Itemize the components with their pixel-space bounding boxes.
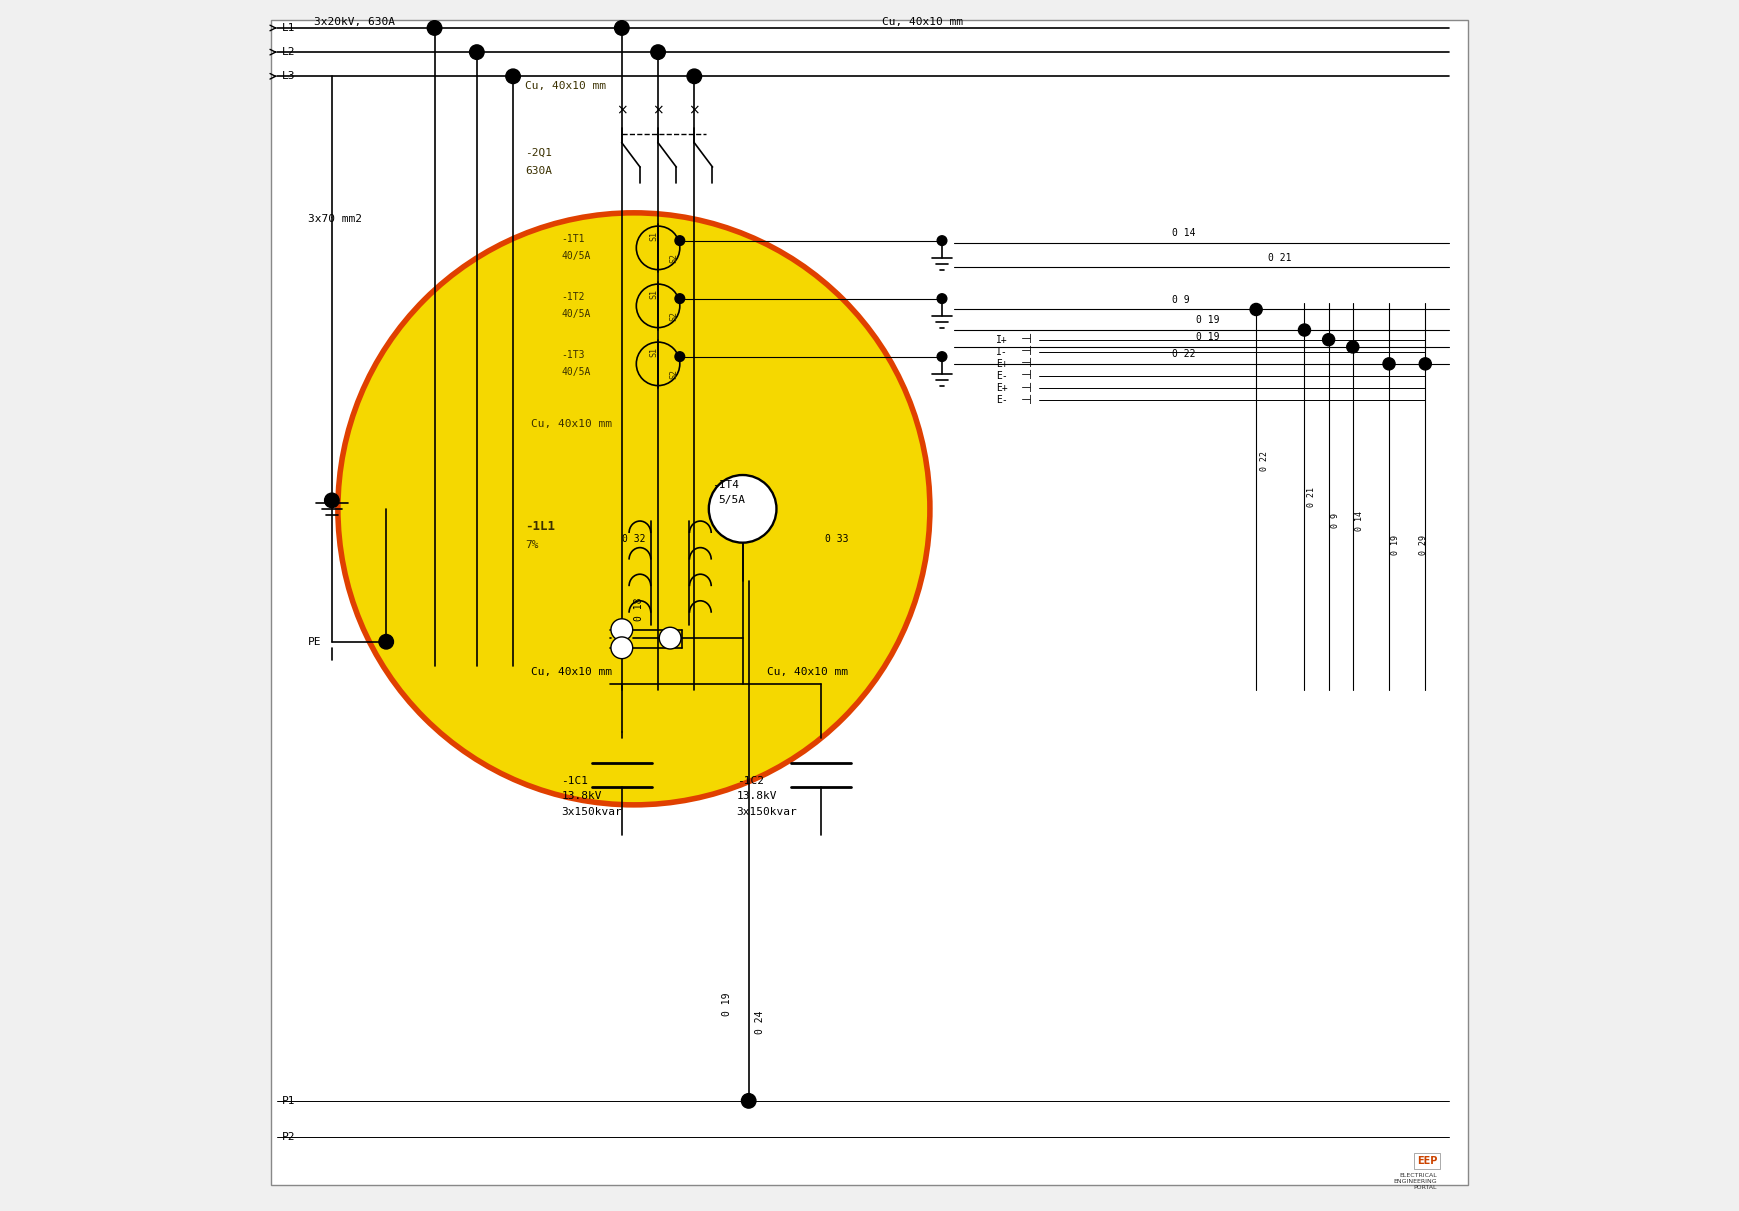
Text: L3: L3 (282, 71, 296, 81)
Text: 13.8kV: 13.8kV (737, 792, 777, 802)
Circle shape (1419, 357, 1431, 369)
Text: 0 9: 0 9 (1172, 294, 1189, 305)
Text: 40/5A: 40/5A (562, 309, 591, 320)
Circle shape (675, 236, 685, 246)
Text: 630A: 630A (525, 166, 553, 176)
Circle shape (610, 619, 633, 641)
Text: Cu, 40x10 mm: Cu, 40x10 mm (530, 419, 612, 429)
FancyBboxPatch shape (271, 19, 1468, 1186)
Circle shape (610, 637, 633, 659)
Text: 0 24: 0 24 (755, 1011, 765, 1034)
Text: L2: L2 (282, 47, 296, 57)
Text: EEP: EEP (1417, 1157, 1438, 1166)
Text: 0 22: 0 22 (1259, 450, 1269, 471)
Text: 0 18: 0 18 (635, 597, 643, 621)
Text: S2: S2 (670, 368, 678, 379)
Text: ELECTRICAL
ENGINEERING
PORTAL: ELECTRICAL ENGINEERING PORTAL (1393, 1173, 1438, 1190)
Circle shape (1299, 325, 1311, 337)
Text: Cu, 40x10 mm: Cu, 40x10 mm (882, 17, 963, 27)
Text: 0 14: 0 14 (1172, 229, 1195, 239)
Circle shape (937, 294, 946, 304)
Text: 0 32: 0 32 (623, 534, 645, 544)
Text: 0 9: 0 9 (1330, 513, 1341, 528)
Text: 13.8kV: 13.8kV (562, 792, 602, 802)
Text: 3x20kV, 630A: 3x20kV, 630A (313, 17, 395, 27)
Text: -2Q1: -2Q1 (525, 148, 553, 157)
Text: -1C1: -1C1 (562, 776, 588, 786)
Circle shape (1323, 334, 1334, 345)
Text: 0 19: 0 19 (1196, 315, 1219, 326)
Circle shape (937, 351, 946, 361)
Text: -1T3: -1T3 (562, 350, 584, 361)
Text: ×: × (689, 103, 701, 117)
Text: E+: E+ (996, 358, 1009, 369)
Text: 0 19: 0 19 (1196, 332, 1219, 343)
Circle shape (325, 493, 339, 507)
Text: 40/5A: 40/5A (562, 252, 591, 262)
Circle shape (506, 69, 520, 84)
Circle shape (337, 213, 930, 805)
Circle shape (687, 69, 701, 84)
Text: L1: L1 (282, 23, 296, 33)
Text: 5/5A: 5/5A (718, 495, 746, 505)
Text: ⊣: ⊣ (1021, 333, 1031, 346)
Text: 7%: 7% (525, 540, 539, 550)
Text: 0 21: 0 21 (1268, 253, 1292, 263)
Text: P1: P1 (282, 1096, 296, 1106)
Text: E-: E- (996, 395, 1009, 406)
Text: 3x150kvar: 3x150kvar (562, 807, 623, 817)
Text: P2: P2 (282, 1132, 296, 1142)
Text: S1: S1 (650, 346, 659, 357)
Text: 0 14: 0 14 (1355, 511, 1363, 530)
Text: ×: × (652, 103, 664, 117)
Circle shape (428, 21, 442, 35)
Text: I-: I- (996, 346, 1009, 357)
Text: -1T2: -1T2 (562, 292, 584, 303)
Text: -1C2: -1C2 (737, 776, 763, 786)
Circle shape (379, 635, 393, 649)
Circle shape (741, 1094, 756, 1108)
Text: S2: S2 (670, 310, 678, 321)
Text: ⊣: ⊣ (1021, 357, 1031, 371)
Text: 3x150kvar: 3x150kvar (737, 807, 798, 817)
Text: 3x70 mm2: 3x70 mm2 (308, 214, 362, 224)
Text: 40/5A: 40/5A (562, 367, 591, 378)
Text: ×: × (616, 103, 628, 117)
Text: Cu, 40x10 mm: Cu, 40x10 mm (525, 81, 607, 91)
Text: Cu, 40x10 mm: Cu, 40x10 mm (767, 667, 849, 677)
Text: 0 21: 0 21 (1308, 487, 1316, 506)
Circle shape (1250, 304, 1263, 316)
Text: 0 19: 0 19 (1391, 535, 1400, 555)
Text: S2: S2 (670, 253, 678, 263)
Circle shape (650, 45, 666, 59)
Circle shape (675, 294, 685, 304)
Text: S1: S1 (650, 288, 659, 299)
Circle shape (614, 21, 630, 35)
Circle shape (710, 475, 777, 543)
Text: ⊣: ⊣ (1021, 394, 1031, 407)
Circle shape (1346, 342, 1358, 352)
Text: Cu, 40x10 mm: Cu, 40x10 mm (530, 667, 612, 677)
Text: I+: I+ (996, 334, 1009, 345)
Text: E+: E+ (996, 383, 1009, 394)
Circle shape (659, 627, 682, 649)
Text: 0 29: 0 29 (1419, 535, 1428, 555)
Text: 0 22: 0 22 (1172, 349, 1195, 360)
Circle shape (937, 236, 946, 246)
Text: -1T4: -1T4 (713, 480, 739, 489)
Circle shape (675, 351, 685, 361)
Text: ⊣: ⊣ (1021, 369, 1031, 383)
Text: -1T1: -1T1 (562, 235, 584, 245)
Circle shape (1383, 357, 1395, 369)
Text: -1L1: -1L1 (525, 521, 555, 534)
Text: PE: PE (308, 637, 322, 647)
Text: 0 33: 0 33 (824, 534, 849, 544)
Text: ⊣: ⊣ (1021, 381, 1031, 395)
Circle shape (470, 45, 483, 59)
Text: ⊣: ⊣ (1021, 345, 1031, 358)
Text: 0 19: 0 19 (722, 993, 732, 1016)
Text: S1: S1 (650, 231, 659, 241)
Text: E-: E- (996, 371, 1009, 381)
